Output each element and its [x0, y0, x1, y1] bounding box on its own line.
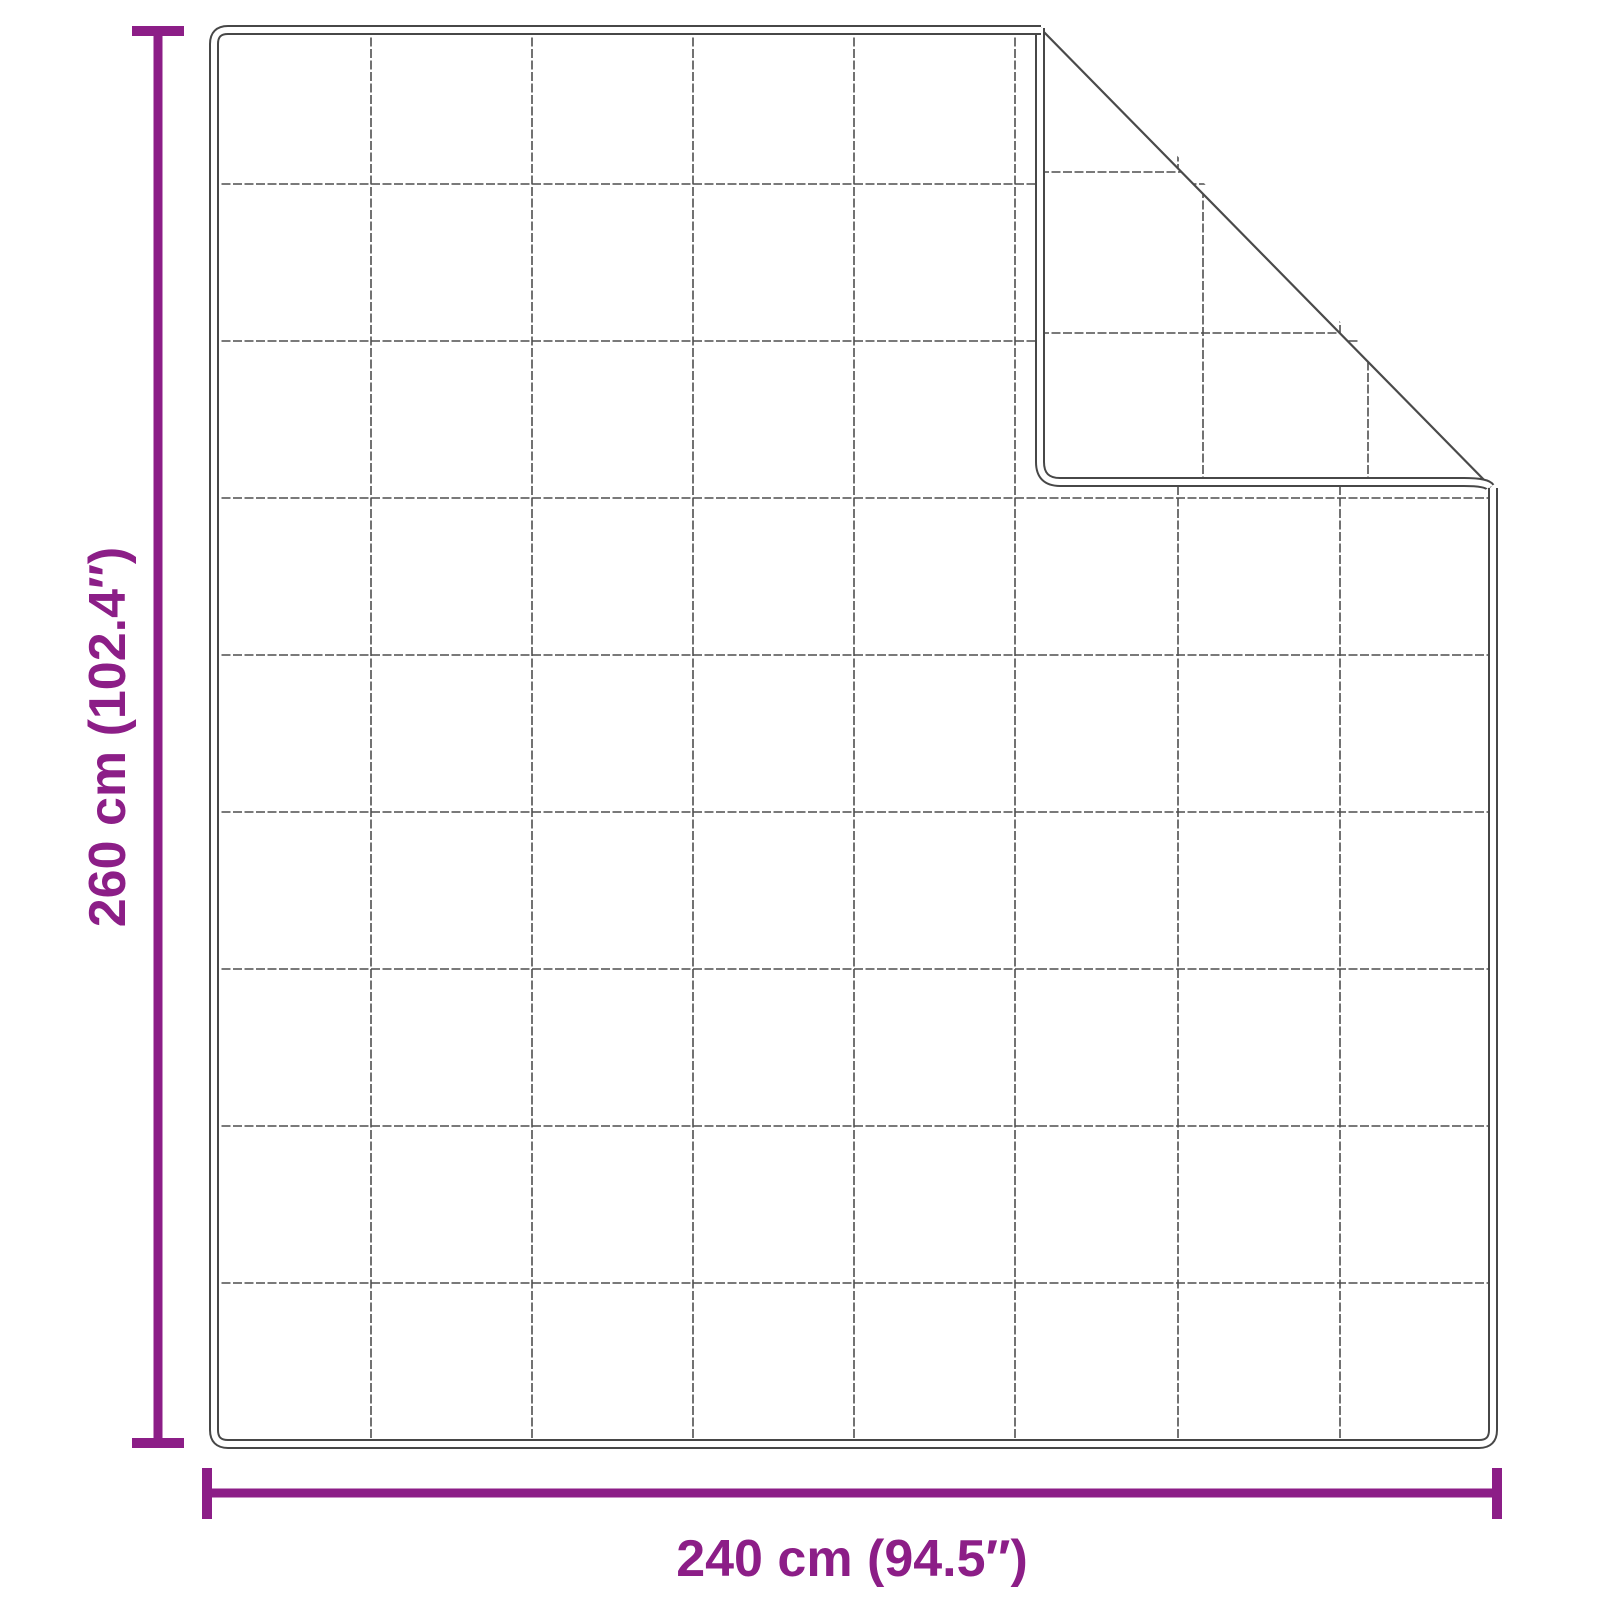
- fold-crease-line: [1039, 27, 1492, 488]
- blanket-outline-core: [211, 27, 1496, 1447]
- folded-corner-edge-core: [1037, 28, 1493, 490]
- width-dimension: 240 cm (94.5″): [202, 1468, 1502, 1588]
- folded-corner: [1035, 27, 1495, 491]
- blanket-outline: [209, 25, 1498, 1449]
- height-dimension-label: 260 cm (102.4″): [79, 547, 137, 927]
- quilt-grid: [210, 26, 1497, 1448]
- height-dimension: 260 cm (102.4″): [79, 26, 184, 1448]
- blanket-outline-path: [209, 25, 1498, 1449]
- width-dimension-label: 240 cm (94.5″): [676, 1530, 1028, 1588]
